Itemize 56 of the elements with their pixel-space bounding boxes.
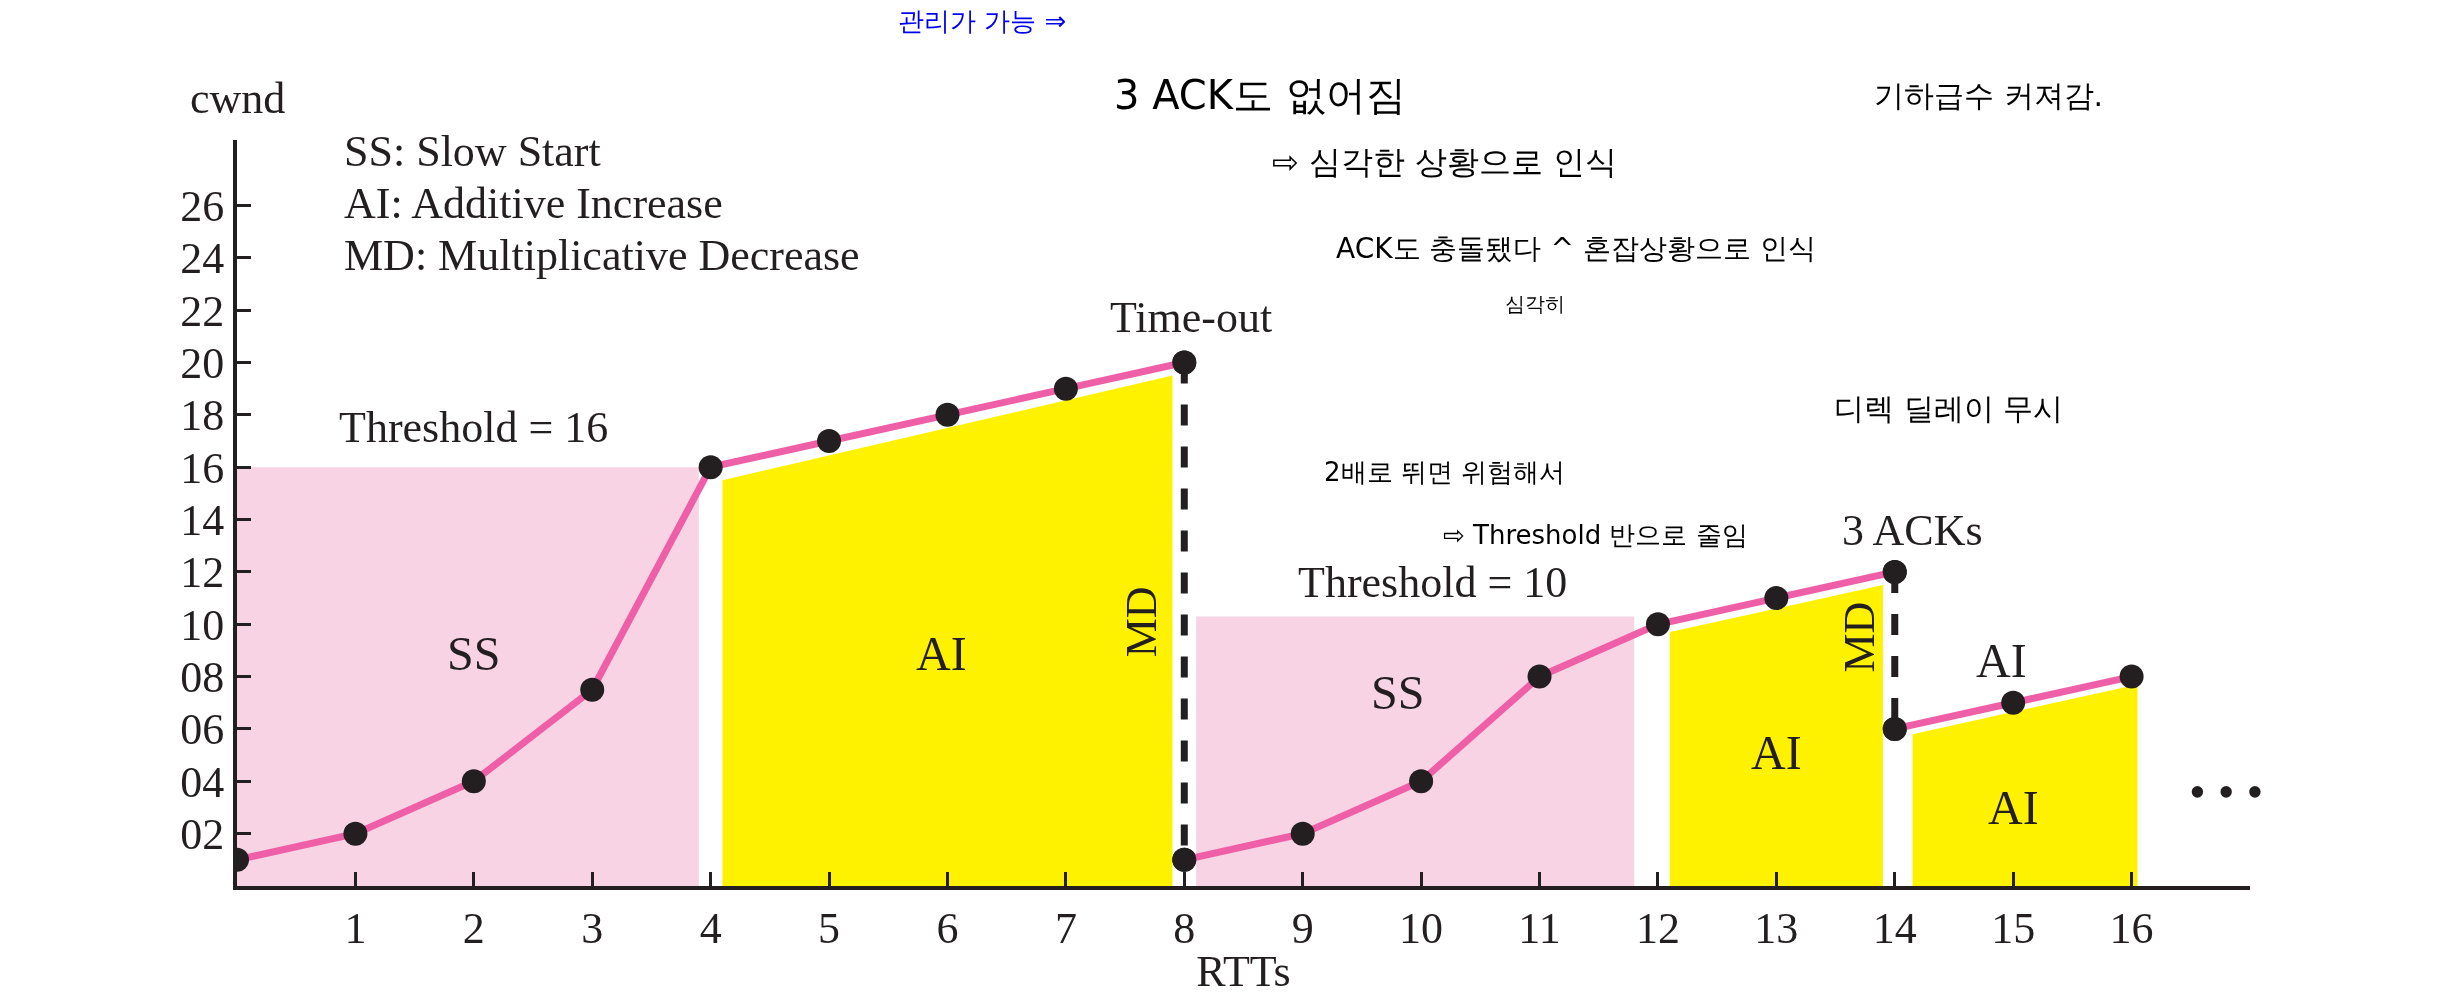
x-tick-label: 15 <box>1991 903 2036 953</box>
y-tick-label: 10 <box>180 600 225 650</box>
y-tick-label: 24 <box>180 234 225 284</box>
annotation: AI: Additive Increase <box>344 179 723 228</box>
x-tick-label: 14 <box>1872 903 1917 953</box>
annotation: ACK도 충돌됐다 ^ 혼잡상황으로 인식 <box>1336 232 1816 265</box>
annotation: 2배로 뛰면 위험해서 <box>1324 457 1566 487</box>
y-tick-label: 26 <box>180 181 225 231</box>
annotation: ⇨ 심각한 상황으로 인식 <box>1272 143 1618 181</box>
annotation: 3 ACKs <box>1842 506 1983 555</box>
x-tick-label: 16 <box>2109 903 2154 953</box>
annotation: Threshold = 10 <box>1298 558 1568 607</box>
x-tick-label: 1 <box>344 903 367 953</box>
y-tick-label: 08 <box>180 653 225 702</box>
y-tick-label: 20 <box>180 338 225 388</box>
y-tick-label: 04 <box>180 757 225 807</box>
x-tick-label: 10 <box>1399 903 1444 953</box>
x-tick-label: 13 <box>1754 903 1799 953</box>
x-tick-label: 3 <box>581 903 604 953</box>
annotation: AI <box>1751 726 1802 779</box>
y-tick-label: 02 <box>180 810 225 860</box>
annotation: MD: Multiplicative Decrease <box>344 231 860 280</box>
x-tick-label: 7 <box>1054 903 1077 953</box>
x-tick-label: 2 <box>462 903 485 953</box>
x-tick-label: 12 <box>1635 903 1680 953</box>
annotation: Time-out <box>1110 293 1273 342</box>
x-tick-label: 6 <box>936 903 959 953</box>
x-axis-title: RTTs <box>1196 946 1291 996</box>
annotation: MD <box>1117 586 1167 658</box>
x-tick-label: 8 <box>1173 903 1196 953</box>
annotation: 심각히 <box>1505 292 1565 316</box>
y-tick-label: 16 <box>180 443 225 493</box>
text: 기하급수 커져감. <box>1874 78 2104 113</box>
annotation: Threshold = 16 <box>339 403 609 452</box>
y-tick-label: 06 <box>180 705 225 755</box>
annotation: AI <box>916 627 967 680</box>
annotation: • • • <box>2189 765 2264 818</box>
annotation: AI <box>1988 781 2039 834</box>
x-tick-label: 9 <box>1291 903 1314 953</box>
annotation: MD <box>1834 601 1884 673</box>
y-tick-label: 22 <box>180 286 225 336</box>
y-tick-label: 12 <box>180 548 225 598</box>
annotation: 디렉 딜레이 무시 <box>1834 391 2064 426</box>
text: 관리가 가능 ⇒ <box>898 6 1067 36</box>
annotation: SS: Slow Start <box>344 127 601 176</box>
x-tick-label: 5 <box>818 903 841 953</box>
y-axis-title: cwnd <box>190 74 286 123</box>
y-tick-label: 18 <box>180 391 225 441</box>
annotation: SS <box>447 627 501 680</box>
x-tick-label: 11 <box>1518 903 1561 953</box>
annotation: SS <box>1371 666 1425 719</box>
x-tick-label: 4 <box>699 903 722 953</box>
annotation: ⇨ Threshold 반으로 줄임 <box>1443 520 1748 550</box>
text: 3 ACK도 없어짐 <box>1114 72 1406 118</box>
annotation: AI <box>1976 634 2027 687</box>
y-tick-label: 14 <box>180 495 225 545</box>
